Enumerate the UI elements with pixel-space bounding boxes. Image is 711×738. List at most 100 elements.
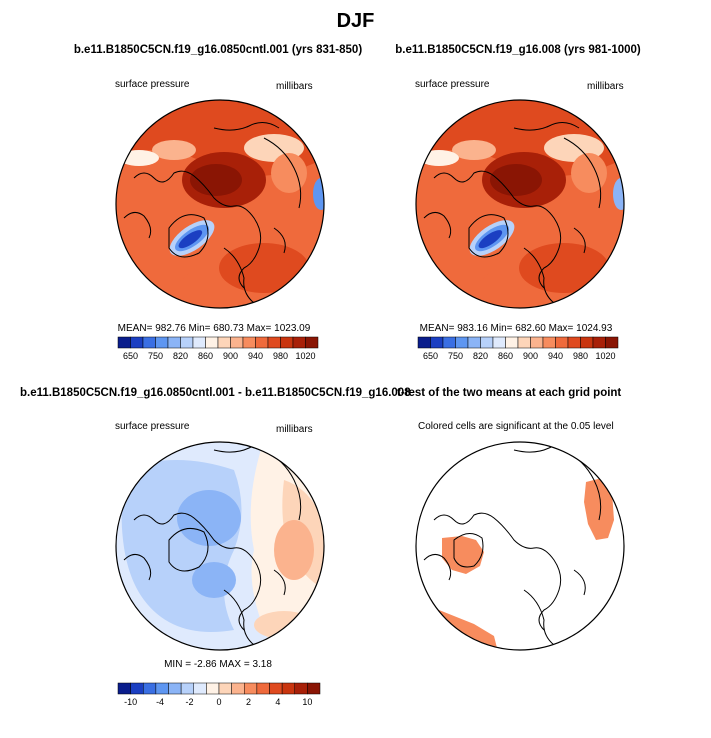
panel-1-colorbar-tick-label: 940 bbox=[248, 351, 263, 361]
panel-1-map-border bbox=[115, 99, 325, 309]
panel-1-colorbar-swatch bbox=[117, 336, 131, 349]
panel-3-title: b.e11.B1850C5CN.f19_g16.0850cntl.001 - b… bbox=[20, 387, 411, 399]
panel-3-colorbar-swatch bbox=[294, 682, 308, 695]
panel-2-stats: MEAN= 983.16 Min= 682.60 Max= 1024.93 bbox=[419, 323, 613, 334]
panel-3-colorbar-swatch bbox=[244, 682, 258, 695]
panel-2-blue-edge bbox=[613, 178, 624, 210]
panel-2-high-band-west bbox=[452, 140, 496, 160]
panel-3-stats: MIN = -2.86 MAX = 3.18 bbox=[164, 659, 272, 670]
panel-2-units-label: millibars bbox=[587, 81, 624, 92]
panel-3-map-border bbox=[115, 441, 325, 651]
panel-2-colorbar: 650 750 820 860 900 940 980 1020 bbox=[417, 336, 619, 361]
panel-2-colorbar-tick-label: 900 bbox=[523, 351, 538, 361]
panel-2-colorbar-tick-label: 980 bbox=[573, 351, 588, 361]
panel-1-stats: MEAN= 982.76 Min= 680.73 Max= 1023.09 bbox=[117, 323, 311, 334]
panel-4-significance-note: Colored cells are significant at the 0.0… bbox=[418, 421, 614, 432]
panel-2-colorbar-tick-label: 860 bbox=[498, 351, 513, 361]
panel-2-colorbar-swatch bbox=[442, 336, 456, 349]
panel-1-colorbar-swatch bbox=[167, 336, 181, 349]
panel-1-colorbar-swatch bbox=[242, 336, 256, 349]
panel-1-greenland-low bbox=[169, 220, 215, 256]
panel-1-colorbar-swatch bbox=[280, 336, 294, 349]
panel-2-colorbar-swatch bbox=[517, 336, 531, 349]
panel-3-variable-label: surface pressure bbox=[115, 421, 190, 432]
panel-1-colorbar-swatch bbox=[292, 336, 306, 349]
panel-1-colorbar-swatch bbox=[305, 336, 319, 349]
panel-2-colorbar-swatch bbox=[580, 336, 594, 349]
panel-2-colorbar-swatch bbox=[530, 336, 544, 349]
panel-2-colorbar-swatch bbox=[555, 336, 569, 349]
panel-2-colorbar-tick-label: 1020 bbox=[595, 351, 615, 361]
panel-2-colorbar-swatch bbox=[417, 336, 431, 349]
panel-3-colorbar-swatch bbox=[256, 682, 270, 695]
panel-2-colorbar-swatch bbox=[542, 336, 556, 349]
panel-2-variable-label: surface pressure bbox=[415, 79, 490, 90]
panel-3-colorbar-tick-label: 2 bbox=[246, 697, 251, 707]
panel-3-colorbar-swatch bbox=[231, 682, 245, 695]
panel-3-colorbar-tick-label: -10 bbox=[124, 697, 137, 707]
panel-1-colorbar-swatch bbox=[180, 336, 194, 349]
panel-3-colorbar: -10 -4 -2 0 2 4 10 bbox=[117, 682, 321, 707]
panel-2-colorbar-tick-label: 650 bbox=[423, 351, 438, 361]
panel-1-polar-map bbox=[115, 99, 325, 309]
panel-3-colorbar-tick-label: -4 bbox=[156, 697, 164, 707]
panel-3-colorbar-swatch bbox=[143, 682, 157, 695]
panel-3-colorbar-swatch bbox=[206, 682, 220, 695]
panel-1-colorbar-swatch bbox=[142, 336, 156, 349]
panel-3-colorbar-swatch bbox=[130, 682, 144, 695]
panel-2-polar-map bbox=[415, 99, 625, 309]
panel-3-colorbar-swatch bbox=[180, 682, 194, 695]
panel-2-colorbar-swatch bbox=[567, 336, 581, 349]
panel-3-colorbar-swatch bbox=[281, 682, 295, 695]
panel-3-colorbar-swatch bbox=[168, 682, 182, 695]
panel-1-colorbar-tick-label: 860 bbox=[198, 351, 213, 361]
panel-2-title: b.e11.B1850C5CN.f19_g16.008 (yrs 981-100… bbox=[395, 44, 641, 56]
panel-3-negative-center bbox=[177, 490, 241, 546]
panel-3-colorbar-swatch bbox=[155, 682, 169, 695]
panel-1-colorbar-tick-label: 1020 bbox=[295, 351, 315, 361]
panel-1-colorbar-swatch bbox=[230, 336, 244, 349]
panel-3-colorbar-tick-label: 4 bbox=[275, 697, 280, 707]
panel-3-colorbar-swatch bbox=[307, 682, 321, 695]
panel-1-high-band-west bbox=[152, 140, 196, 160]
panel-4-significant-cells-west bbox=[442, 536, 484, 574]
panel-2-colorbar-swatch bbox=[430, 336, 444, 349]
panel-1-colorbar-tick-label: 650 bbox=[123, 351, 138, 361]
panel-1-units-label: millibars bbox=[276, 81, 313, 92]
panel-1-colorbar-tick-label: 980 bbox=[273, 351, 288, 361]
panel-2-colorbar-swatch bbox=[605, 336, 619, 349]
panel-3-colorbar-tick-label: -2 bbox=[186, 697, 194, 707]
panel-1-colorbar-tick-label: 820 bbox=[173, 351, 188, 361]
panel-1-colorbar-swatch bbox=[130, 336, 144, 349]
panel-1-colorbar: 650 750 820 860 900 940 980 1020 bbox=[117, 336, 319, 361]
panel-2-map-border bbox=[415, 99, 625, 309]
panel-1-colorbar-swatch bbox=[255, 336, 269, 349]
panel-1-blue-edge bbox=[313, 178, 324, 210]
panel-2-colorbar-tick-label: 940 bbox=[548, 351, 563, 361]
panel-1-title: b.e11.B1850C5CN.f19_g16.0850cntl.001 (yr… bbox=[73, 44, 363, 56]
panel-4-significant-cells-east bbox=[584, 478, 614, 540]
panel-2-colorbar-tick-label: 750 bbox=[448, 351, 463, 361]
panel-2-colorbar-swatch bbox=[505, 336, 519, 349]
panel-3-colorbar-tick-label: 0 bbox=[216, 697, 221, 707]
page-title: DJF bbox=[336, 10, 375, 32]
panel-4-map-border bbox=[415, 441, 625, 651]
panel-1-colorbar-swatch bbox=[205, 336, 219, 349]
panel-2-colorbar-tick-label: 820 bbox=[473, 351, 488, 361]
panel-1-colorbar-tick-label: 750 bbox=[148, 351, 163, 361]
panel-1-colorbar-swatch bbox=[155, 336, 169, 349]
panel-3-colorbar-swatch bbox=[218, 682, 232, 695]
panel-3-colorbar-swatch bbox=[269, 682, 283, 695]
panel-3-polar-map bbox=[115, 441, 325, 651]
panel-2-colorbar-swatch bbox=[480, 336, 494, 349]
panel-2-greenland-low bbox=[469, 220, 515, 256]
panel-4-polar-map bbox=[415, 441, 625, 651]
panel-2-colorbar-swatch bbox=[467, 336, 481, 349]
panel-3-colorbar-swatch bbox=[193, 682, 207, 695]
panel-2-colorbar-swatch bbox=[492, 336, 506, 349]
panel-2-coastlines bbox=[423, 122, 602, 304]
panel-3-colorbar-tick-label: 10 bbox=[302, 697, 312, 707]
panel-1-colorbar-swatch bbox=[267, 336, 281, 349]
panel-3-units-label: millibars bbox=[276, 424, 313, 435]
panel-1-colorbar-swatch bbox=[192, 336, 206, 349]
